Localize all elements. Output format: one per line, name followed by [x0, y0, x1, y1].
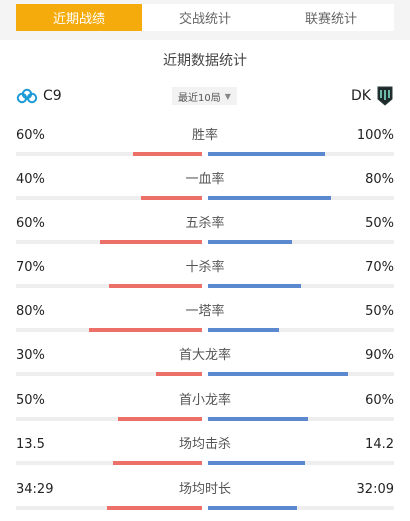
range-select[interactable]: 最近10局 ▼ — [172, 87, 237, 105]
stat-left-track — [16, 506, 202, 510]
stat-left-bar — [133, 152, 202, 156]
stat-right-track — [208, 152, 394, 156]
tab-league-stats[interactable]: 联赛统计 — [268, 4, 394, 31]
stat-label: 首小龙率 — [178, 393, 231, 408]
chevron-down-icon: ▼ — [224, 91, 231, 101]
stat-right-value: 70% — [365, 260, 394, 275]
stat-label: 场均时长 — [178, 482, 231, 497]
stat-right-value: 50% — [365, 216, 394, 231]
stat-left-track — [16, 372, 202, 376]
stat-right-bar — [208, 328, 279, 332]
stat-right-bar — [208, 284, 301, 288]
stat-label: 胜率 — [191, 128, 218, 143]
stat-right-track — [208, 461, 394, 465]
stat-left-track — [16, 417, 202, 421]
stat-right-track — [208, 240, 394, 244]
stat-left-value: 30% — [16, 348, 45, 363]
stat-left-value: 13.5 — [16, 437, 45, 452]
stat-label: 五杀率 — [185, 216, 225, 231]
stat-left-bar — [99, 240, 202, 244]
team-left[interactable]: C9 — [16, 84, 62, 108]
tab-group: 近期战绩 交战统计 联赛统计 — [16, 4, 394, 31]
team-right-name: DK — [351, 88, 371, 104]
stat-right-track — [208, 284, 394, 288]
stat-left-track — [16, 284, 202, 288]
stat-left-bar — [155, 372, 202, 376]
stat-row-first-tower: 80% 一塔率 50% — [16, 303, 394, 333]
stat-right-value: 14.2 — [365, 437, 394, 452]
stat-left-bar — [109, 284, 202, 288]
stat-right-track — [208, 372, 394, 376]
stat-left-track — [16, 328, 202, 332]
tab-head-to-head[interactable]: 交战统计 — [142, 4, 268, 31]
stat-right-bar — [208, 240, 292, 244]
team-header-row: C9 最近10局 ▼ DK — [16, 84, 394, 108]
stat-right-value: 90% — [365, 348, 394, 363]
stat-row-ten-kill: 70% 十杀率 70% — [16, 259, 394, 289]
stat-right-value: 100% — [356, 128, 394, 143]
stat-left-value: 60% — [16, 216, 45, 231]
stat-row-avg-duration: 34:29 场均时长 32:09 — [16, 481, 394, 511]
stat-left-bar — [107, 506, 202, 510]
stat-left-bar — [140, 196, 202, 200]
team-left-name: C9 — [43, 88, 62, 104]
stat-label: 场均击杀 — [178, 437, 231, 452]
cloud9-logo-icon — [16, 88, 38, 104]
stat-row-first-blood: 40% 一血率 80% — [16, 171, 394, 201]
stat-label: 一塔率 — [185, 304, 225, 319]
dk-logo-icon — [377, 86, 393, 106]
stat-right-value: 32:09 — [356, 482, 394, 497]
stat-left-track — [16, 196, 202, 200]
stat-left-value: 70% — [16, 260, 45, 275]
stat-row-avg-kills: 13.5 场均击杀 14.2 — [16, 436, 394, 466]
stat-row-win-rate: 60% 胜率 100% — [16, 127, 394, 157]
stat-right-value: 50% — [365, 304, 394, 319]
stat-left-bar — [112, 461, 202, 465]
stat-right-bar — [208, 152, 326, 156]
stat-right-bar — [208, 461, 305, 465]
stat-left-value: 80% — [16, 304, 45, 319]
stat-row-first-baron: 30% 首大龙率 90% — [16, 347, 394, 377]
stat-right-track — [208, 417, 394, 421]
stat-left-value: 50% — [16, 393, 45, 408]
stat-left-track — [16, 461, 202, 465]
top-tab-bar: 近期战绩 交战统计 联赛统计 — [0, 0, 410, 40]
range-select-value: 最近10局 — [178, 92, 221, 104]
stat-row-penta-kill: 60% 五杀率 50% — [16, 215, 394, 245]
stat-right-bar — [208, 506, 298, 510]
stat-right-value: 60% — [365, 393, 394, 408]
stat-right-track — [208, 506, 394, 510]
stat-left-track — [16, 152, 202, 156]
stat-left-bar — [88, 328, 202, 332]
stat-right-bar — [208, 196, 331, 200]
stat-right-bar — [208, 372, 348, 376]
stat-right-value: 80% — [365, 172, 394, 187]
stat-left-bar — [118, 417, 202, 421]
stat-left-track — [16, 240, 202, 244]
tab-recent-record[interactable]: 近期战绩 — [16, 4, 142, 31]
stat-label: 一血率 — [185, 172, 225, 187]
stat-right-track — [208, 328, 394, 332]
section-title: 近期数据统计 — [163, 53, 247, 69]
stat-label: 十杀率 — [185, 260, 225, 275]
stat-right-bar — [208, 417, 309, 421]
stat-left-value: 34:29 — [16, 482, 54, 497]
team-right[interactable]: DK — [351, 84, 394, 108]
stat-left-value: 40% — [16, 172, 45, 187]
stat-right-track — [208, 196, 394, 200]
stat-label: 首大龙率 — [178, 348, 231, 363]
stat-left-value: 60% — [16, 128, 45, 143]
stat-row-first-dragon: 50% 首小龙率 60% — [16, 392, 394, 422]
